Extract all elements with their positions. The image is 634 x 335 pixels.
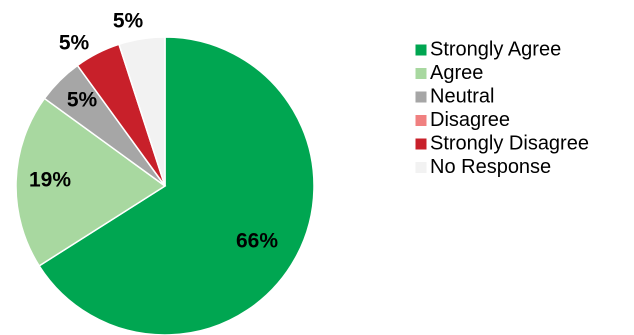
legend-label-strongly-agree: Strongly Agree — [430, 38, 561, 60]
legend-item-strongly-disagree: Strongly Disagree — [415, 132, 589, 154]
data-label-no-response: 5% — [113, 10, 144, 33]
legend-swatch-disagree — [415, 115, 427, 126]
pie-slice-strongly-agree — [38, 36, 315, 335]
data-label-neutral: 5% — [67, 89, 98, 112]
legend-item-neutral: Neutral — [415, 85, 494, 107]
legend-swatch-strongly-agree — [415, 44, 427, 56]
legend-item-agree: Agree — [415, 62, 483, 84]
legend-item-no-response: No Response — [415, 156, 551, 178]
legend-label-no-response: No Response — [430, 156, 551, 178]
legend-swatch-no-response — [415, 162, 427, 173]
legend-swatch-neutral — [415, 91, 427, 103]
legend-label-agree: Agree — [430, 62, 483, 84]
legend-item-strongly-agree: Strongly Agree — [415, 38, 561, 60]
legend-label-neutral: Neutral — [430, 85, 494, 107]
legend-swatch-strongly-disagree — [415, 138, 427, 150]
data-label-strongly-agree: 66% — [236, 230, 278, 253]
pie-slice-no-response — [118, 36, 166, 187]
legend-swatch-agree — [415, 68, 427, 79]
pie-slice-agree — [15, 97, 167, 267]
legend-label-disagree: Disagree — [430, 109, 510, 131]
pie-slices — [15, 36, 315, 335]
slice-labels: 66% 19% 5% 5% 5% — [29, 10, 278, 253]
data-label-agree: 19% — [29, 169, 71, 192]
data-label-strongly-disagree: 5% — [59, 32, 90, 55]
legend-item-disagree: Disagree — [415, 109, 510, 131]
legend-label-strongly-disagree: Strongly Disagree — [430, 132, 589, 154]
legend: Strongly AgreeAgreeNeutralDisagreeStrong… — [415, 38, 589, 178]
